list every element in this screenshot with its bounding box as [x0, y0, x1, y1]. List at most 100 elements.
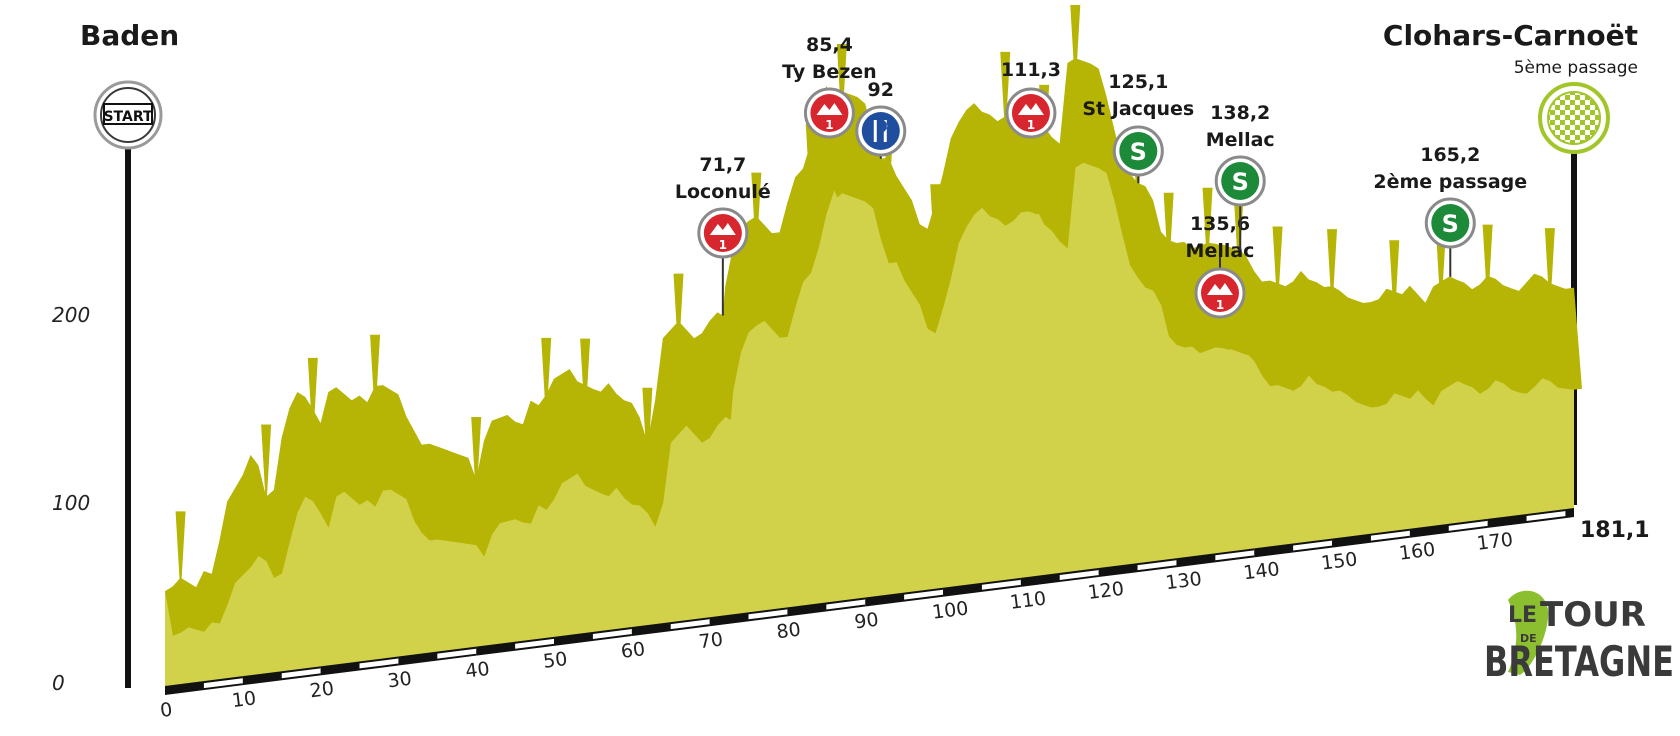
x-tick-label: 100: [931, 597, 970, 623]
profile-dip-6: [580, 338, 591, 425]
marker-sprint-7: S 165,2 2ème passage: [1373, 144, 1527, 277]
profile-dip-19: [1163, 192, 1174, 279]
profile-dip-15: [1000, 51, 1011, 138]
x-tick-label: 40: [464, 658, 491, 683]
axis-gap-15: [1370, 529, 1418, 541]
sprint-s-icon: S: [1431, 204, 1470, 242]
axis-gap-10: [981, 578, 1029, 590]
profile-dip-4: [471, 416, 482, 503]
sprint-s-icon: S: [1119, 132, 1158, 170]
x-tick-label: 120: [1087, 578, 1126, 604]
x-tick-label: 140: [1242, 558, 1281, 584]
checkered-flag-icon: [1538, 82, 1610, 505]
marker-place-label: Mellac: [1186, 240, 1255, 262]
profile-dip-7: [642, 387, 653, 474]
sprint-letter: S: [1232, 168, 1249, 196]
climb-category: 1: [719, 238, 727, 252]
marker-sprint-6: S 138,2 Mellac: [1206, 102, 1275, 251]
finish-city-label: Clohars-Carnoët: [1383, 19, 1638, 52]
tour-de-bretagne-logo: LE TOUR DE BRETAGNE: [1484, 590, 1674, 686]
x-tick-label: 160: [1398, 538, 1437, 564]
distance-ticks: 0 10 20 30 40 50 60 70 80 90 100 110 120 130 140 150 160…: [159, 529, 1514, 722]
axis-gap-8: [826, 598, 874, 610]
axis-gap-5: [592, 628, 640, 639]
x-tick-label: 170: [1476, 529, 1515, 555]
y-tick-label: 0: [52, 671, 65, 695]
marker-climb-0: 1 71,7 Loconulé: [675, 154, 771, 316]
x-tick-label: 70: [698, 628, 725, 653]
marker-km-label: 85,4: [806, 34, 853, 56]
distance-axis: [165, 508, 1574, 695]
profile-dip-11: [805, 123, 816, 210]
x-tick-label: 60: [620, 638, 647, 663]
finish-note-label: 5ème passage: [1514, 58, 1638, 78]
x-tick-label: 50: [542, 648, 569, 673]
start-city-label: Baden: [80, 19, 179, 52]
x-tick-label: 10: [231, 687, 258, 712]
marker-climb-5: 1 135,6 Mellac: [1186, 213, 1255, 319]
y-tick-label: 100: [52, 491, 90, 515]
marker-km-label: 125,1: [1108, 71, 1168, 93]
sprint-letter: S: [1130, 138, 1147, 166]
profile-dip-8: [673, 273, 684, 360]
marker-km-label: 165,2: [1420, 144, 1480, 166]
axis-segment-18: [1565, 508, 1574, 519]
marker-place-label: Mellac: [1206, 129, 1275, 151]
axis-gap-17: [1526, 510, 1574, 521]
x-tick-label: 110: [1009, 588, 1048, 614]
marker-km-label: 111,3: [1001, 59, 1061, 81]
marker-feed-2: 92: [855, 79, 907, 159]
logo-line2: TOUR: [1540, 595, 1646, 635]
axis-gap-1: [281, 667, 329, 679]
profile-dip-22: [1272, 226, 1283, 312]
start-sign-icon: START: [93, 80, 163, 688]
sprint-s-icon: S: [1221, 162, 1260, 200]
profile-dip-10: [751, 172, 762, 259]
profile-dip-0: [175, 511, 186, 597]
marker-km-label: 92: [868, 79, 894, 101]
profile-dip-14: [930, 184, 941, 270]
mountain-icon: 1: [810, 94, 849, 132]
marker-sprint-4: S 125,1 St Jacques: [1082, 71, 1194, 184]
axis-gap-12: [1137, 559, 1185, 571]
marker-km-label: 138,2: [1210, 102, 1270, 124]
x-tick-label: 30: [386, 668, 413, 693]
axis-gap-11: [1059, 569, 1107, 580]
climb-category: 1: [1216, 298, 1224, 312]
profile-dip-20: [1202, 187, 1213, 274]
x-tick-label: 130: [1164, 568, 1203, 594]
x-tick-label: 80: [775, 619, 802, 644]
axis-gap-16: [1448, 519, 1496, 531]
climb-category: 1: [825, 118, 833, 132]
profile-dip-23: [1327, 229, 1338, 315]
marker-climb-3: 1 111,3: [1001, 59, 1061, 139]
axis-gap-3: [437, 647, 484, 659]
profile-dip-1: [261, 424, 272, 511]
climb-category: 1: [1027, 118, 1035, 132]
profile-dip-25: [1435, 230, 1446, 317]
start-sign-label: START: [103, 109, 153, 125]
axis-gap-9: [904, 588, 951, 600]
profile-dip-24: [1389, 240, 1400, 326]
marker-km-label: 71,7: [699, 154, 746, 176]
marker-place-label: Ty Bezen: [782, 61, 877, 83]
x-tick-label: 90: [853, 609, 880, 634]
sprint-letter: S: [1442, 210, 1459, 238]
axis-gap-7: [748, 608, 796, 620]
profile-area: [165, 58, 1574, 690]
logo-small: DE: [1520, 632, 1537, 645]
axis-gap-0: [203, 677, 251, 689]
mountain-icon: 1: [703, 214, 742, 252]
total-distance-label: 181,1: [1580, 518, 1650, 543]
profile-dip-5: [541, 337, 552, 424]
axis-gap-4: [515, 637, 562, 649]
marker-place-label: St Jacques: [1082, 98, 1194, 120]
profile-dip-9: [704, 330, 715, 416]
profile-dip-27: [1544, 228, 1555, 314]
logo-line1: LE: [1508, 603, 1537, 628]
profile-dip-26: [1482, 224, 1493, 311]
axis-gap-13: [1215, 549, 1263, 561]
